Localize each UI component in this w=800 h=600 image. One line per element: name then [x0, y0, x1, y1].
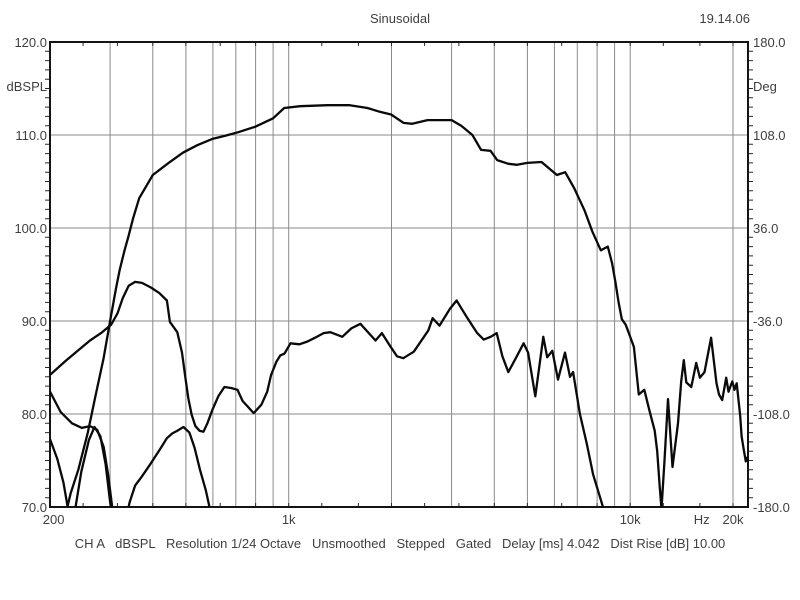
x-tick-label: Hz — [693, 512, 710, 527]
y-left-tick-label: 70.0 — [21, 500, 47, 515]
x-tick-label: 20k — [722, 512, 744, 527]
curve-secondary-response — [50, 280, 605, 507]
curve-spl-response — [66, 104, 748, 507]
y-right-tick-label: 36.0 — [753, 221, 779, 236]
y-right-tick-label: 180.0 — [753, 35, 786, 50]
y-left-tick-label: 100.0 — [14, 221, 47, 236]
y-axis-right-unit-label: Deg — [753, 79, 777, 94]
y-axis-left-unit-label: dBSPL — [6, 79, 47, 94]
y-left-tick-label: 90.0 — [21, 314, 47, 329]
curve-distortion-1 — [50, 390, 211, 507]
y-right-tick-label: -180.0 — [753, 500, 790, 515]
y-left-tick-label: 80.0 — [21, 407, 47, 422]
x-tick-label: 200 — [42, 512, 65, 527]
x-tick-label: 1k — [281, 512, 296, 527]
y-right-tick-label: 108.0 — [753, 128, 786, 143]
curve-distortion-2 — [50, 425, 112, 507]
status-bar: CH A dBSPL Resolution 1/24 Octave Unsmoo… — [74, 536, 726, 551]
y-right-tick-label: -108.0 — [753, 407, 790, 422]
y-left-tick-label: 110.0 — [15, 128, 47, 143]
page-title: Sinusoidal — [370, 11, 430, 26]
timestamp: 19.14.06 — [699, 11, 750, 26]
y-right-tick-label: -36.0 — [753, 314, 783, 329]
x-tick-label: 10k — [619, 512, 641, 527]
y-left-tick-label: 120.0 — [14, 35, 47, 50]
